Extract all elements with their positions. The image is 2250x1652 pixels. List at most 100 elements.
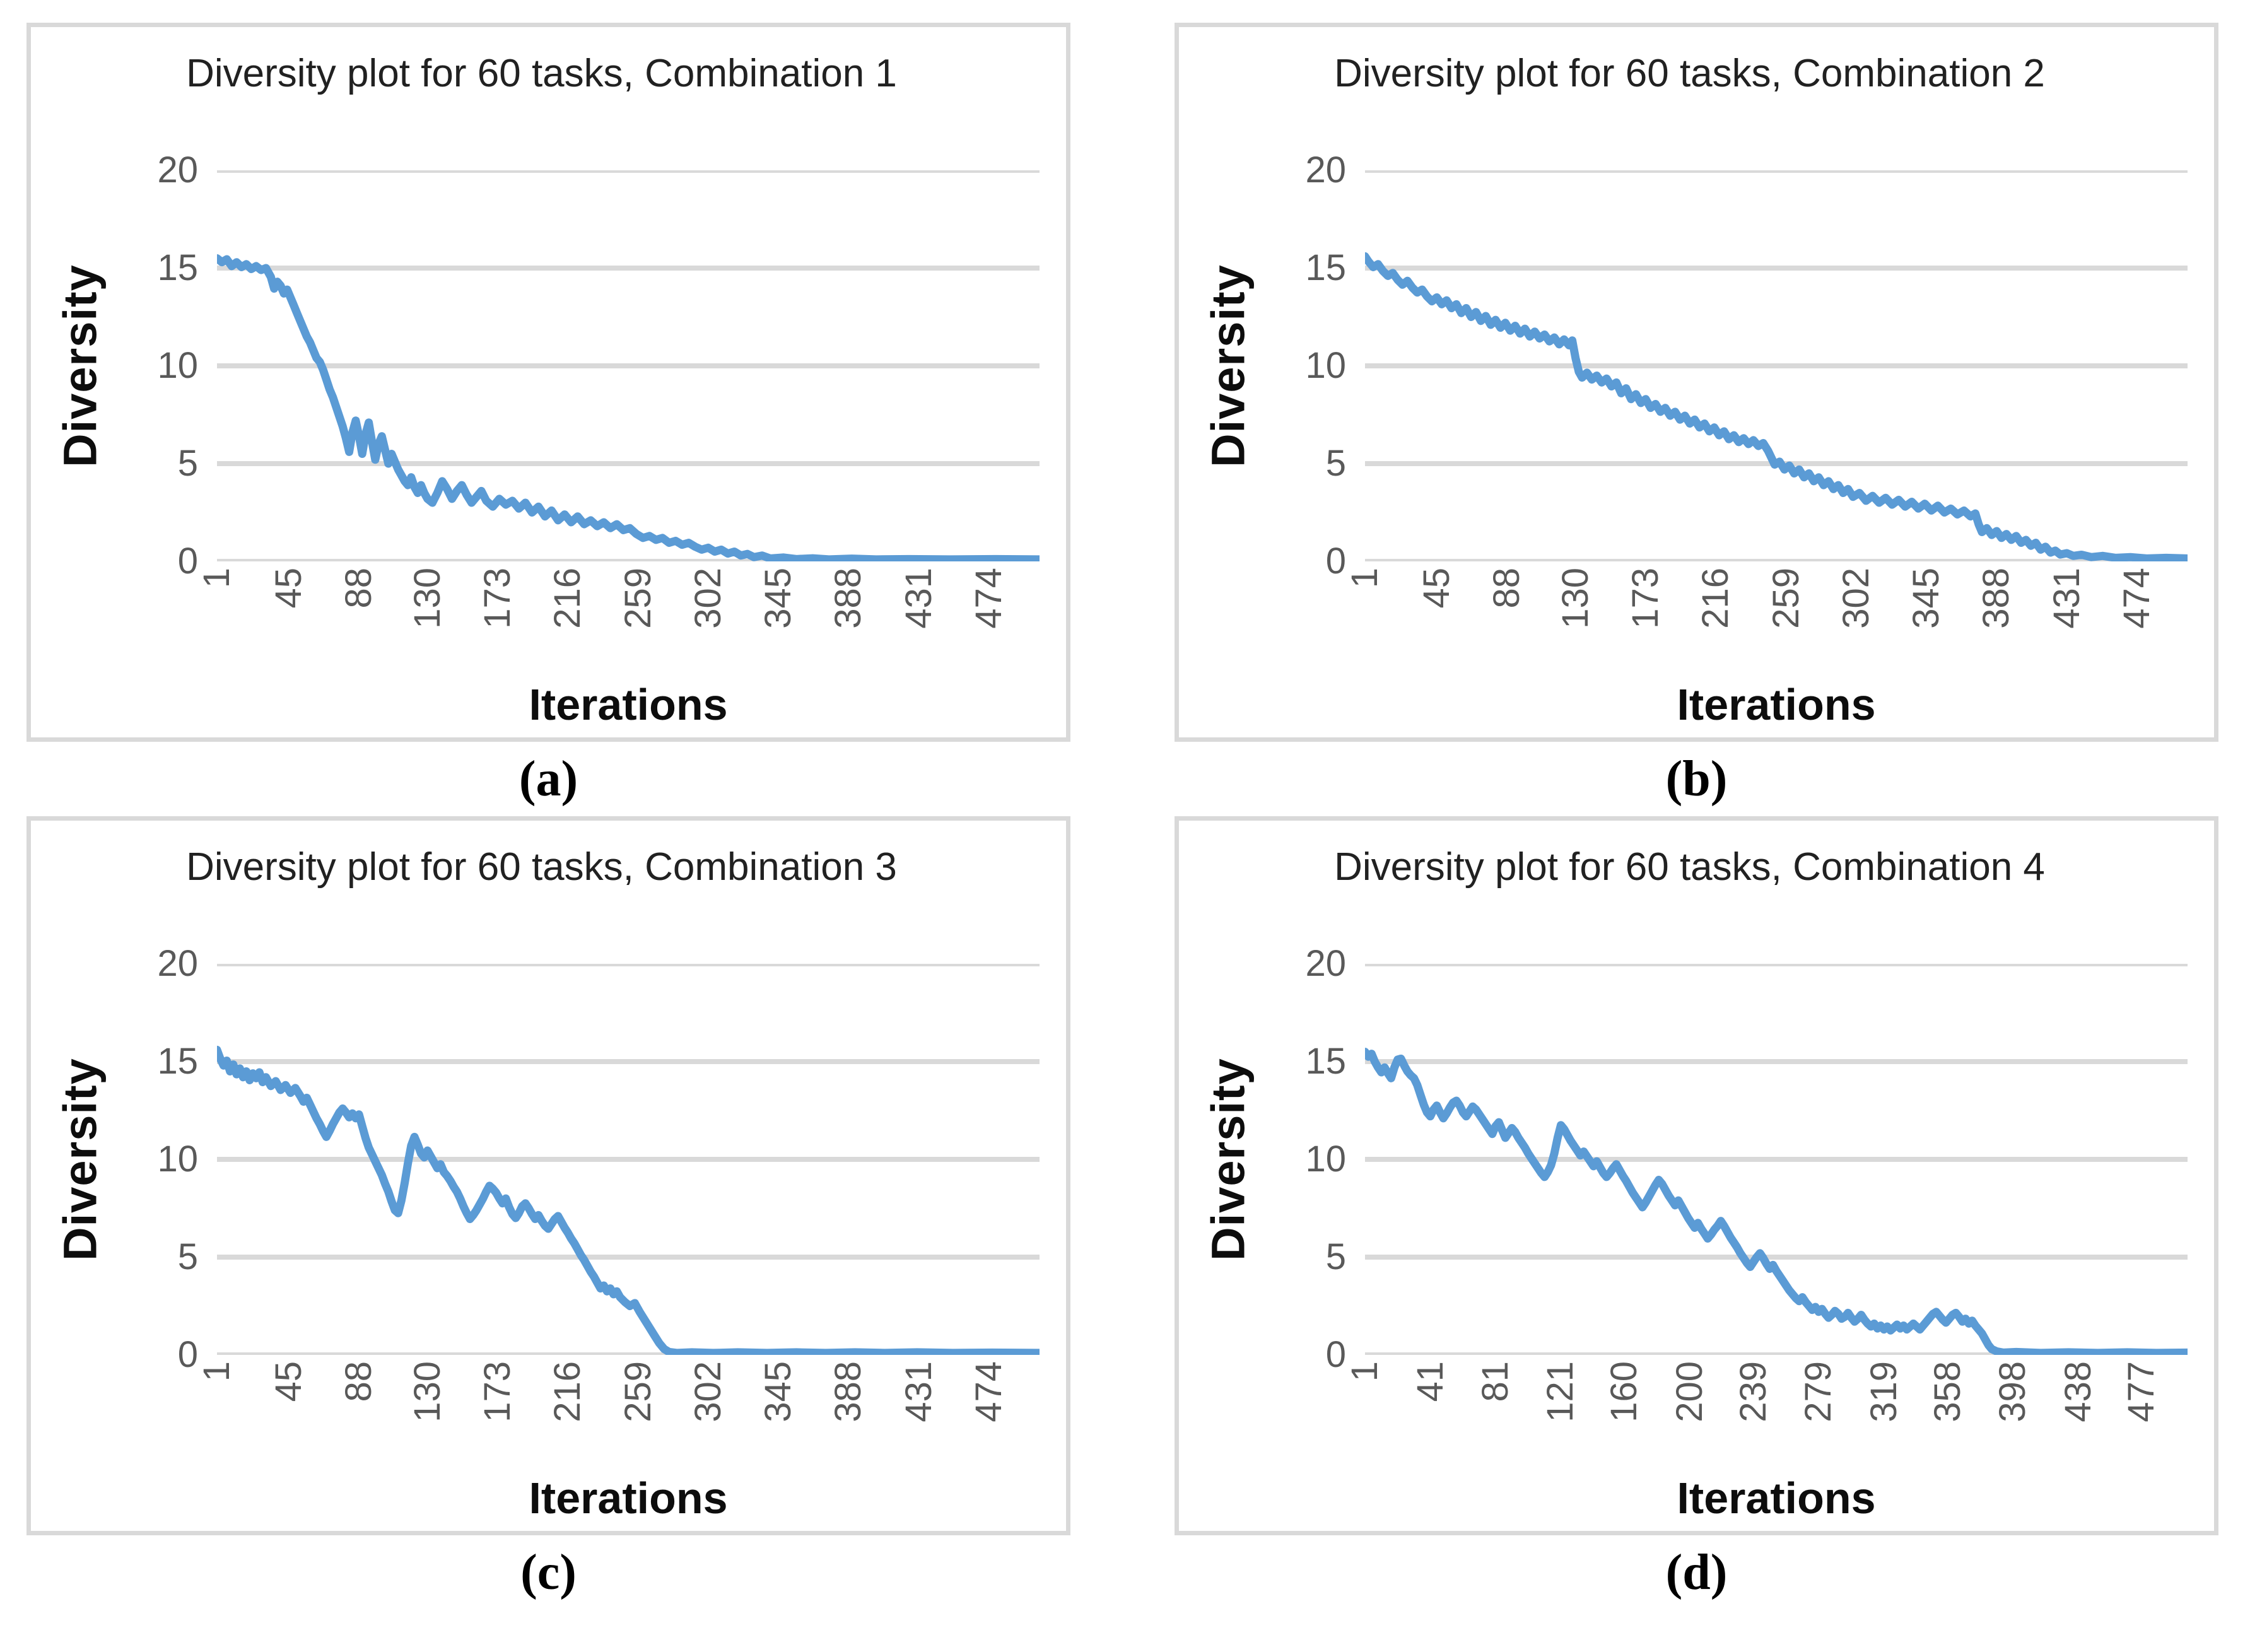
- y-axis-title: Diversity: [1192, 170, 1264, 561]
- diversity-line: [217, 259, 1040, 559]
- x-axis-title: Iterations: [1677, 1473, 1876, 1523]
- x-tick-label: 302: [687, 568, 729, 630]
- x-tick-label: 200: [1668, 1361, 1710, 1423]
- subfigure-label-a: (a): [519, 751, 578, 807]
- subfigure-label-d: (d): [1665, 1544, 1728, 1600]
- chart-body: Diversity 20 15 10 5 0 1 45 88 130 173 216 259 302 3…: [44, 152, 1040, 730]
- x-tick-label: 81: [1474, 1361, 1516, 1402]
- y-axis-title: Diversity: [1192, 964, 1264, 1355]
- x-tick-label: 345: [757, 1361, 799, 1423]
- x-tick-label: 477: [2121, 1361, 2162, 1423]
- y-tick-label: 5: [177, 443, 198, 484]
- x-tick-label: 45: [267, 568, 309, 609]
- chart-body: Diversity 20 15 10 5 0 1 45 88 130 173 216 259 302 3…: [44, 946, 1040, 1523]
- x-axis-ticks: 1 41 81 121 160 200 239 279 319 358 398 438 477: [1344, 1361, 2188, 1476]
- x-tick-label: 88: [1486, 568, 1528, 609]
- y-axis-title-text: Diversity: [1202, 1058, 1254, 1262]
- y-axis-ticks: 20 15 10 5 0: [1264, 152, 1365, 580]
- x-tick-label: 388: [1976, 568, 2017, 630]
- y-tick-label: 0: [1325, 1334, 1346, 1376]
- x-tick-label: 474: [968, 568, 1009, 630]
- x-tick-label: 259: [617, 568, 659, 630]
- y-tick-label: 10: [1305, 1139, 1346, 1180]
- y-axis-ticks: 20 15 10 5 0: [116, 152, 217, 580]
- chart-panel-c: Diversity plot for 60 tasks, Combination…: [26, 816, 1070, 1535]
- diversity-line: [1365, 257, 2188, 559]
- line-chart-plot: [1365, 170, 2188, 561]
- y-tick-label: 20: [157, 149, 198, 191]
- x-axis-ticks: 1 45 88 130 173 216 259 302 345 388 431 474: [196, 1361, 1040, 1476]
- x-tick-label: 431: [898, 568, 939, 630]
- x-tick-label: 279: [1798, 1361, 1839, 1423]
- y-tick-label: 0: [177, 1334, 198, 1376]
- x-axis-ticks: 1 45 88 130 173 216 259 302 345 388 431 474: [1344, 568, 2188, 682]
- plot-column: 1 45 88 130 173 216 259 302 345 388 431 474 Iterati…: [1344, 170, 2188, 730]
- x-tick-label: 41: [1409, 1361, 1451, 1402]
- chart-title: Diversity plot for 60 tasks, Combination…: [1334, 845, 2045, 889]
- x-tick-label: 345: [757, 568, 799, 630]
- x-tick-label: 216: [547, 568, 589, 630]
- plot-column: 1 41 81 121 160 200 239 279 319 358 398 438 477 Iter…: [1344, 964, 2188, 1523]
- chart-body: Diversity 20 15 10 5 0 1 45 88 130 173 216 259 302 3…: [1192, 152, 2188, 730]
- x-tick-label: 160: [1603, 1361, 1645, 1423]
- chart-body: Diversity 20 15 10 5 0 1 41 81 121 160 200 239 279 3…: [1192, 946, 2188, 1523]
- x-tick-label: 398: [1992, 1361, 2034, 1423]
- diversity-line: [217, 1050, 1040, 1353]
- x-tick-label: 1: [196, 1361, 237, 1382]
- line-chart-plot: [1365, 964, 2188, 1355]
- x-tick-label: 45: [1415, 568, 1457, 609]
- y-tick-label: 20: [1305, 149, 1346, 191]
- x-tick-label: 302: [687, 1361, 729, 1423]
- x-tick-label: 216: [1695, 568, 1737, 630]
- y-tick-label: 15: [157, 1041, 198, 1082]
- y-tick-label: 5: [177, 1236, 198, 1278]
- subfigure-label-b: (b): [1665, 751, 1728, 807]
- x-axis-title: Iterations: [1677, 680, 1876, 730]
- chart-panel-d: Diversity plot for 60 tasks, Combination…: [1175, 816, 2218, 1535]
- y-tick-label: 20: [157, 943, 198, 985]
- y-axis-ticks: 20 15 10 5 0: [116, 946, 217, 1373]
- x-tick-label: 130: [406, 568, 448, 630]
- y-axis-title: Diversity: [44, 170, 116, 561]
- x-tick-label: 88: [338, 1361, 380, 1402]
- x-tick-label: 239: [1732, 1361, 1774, 1423]
- x-tick-label: 173: [477, 1361, 519, 1423]
- y-tick-label: 10: [157, 1139, 198, 1180]
- x-tick-label: 88: [338, 568, 380, 609]
- x-tick-label: 438: [2057, 1361, 2099, 1423]
- x-tick-label: 121: [1540, 1361, 1581, 1423]
- x-tick-label: 319: [1863, 1361, 1904, 1423]
- y-tick-label: 10: [157, 345, 198, 387]
- x-tick-label: 1: [1344, 1361, 1385, 1382]
- x-tick-label: 474: [968, 1361, 1009, 1423]
- x-tick-label: 1: [196, 568, 237, 589]
- y-axis-title-text: Diversity: [54, 264, 106, 468]
- chart-panel-a: Diversity plot for 60 tasks, Combination…: [26, 23, 1070, 742]
- x-tick-label: 173: [477, 568, 519, 630]
- figure-grid: Diversity plot for 60 tasks, Combination…: [26, 23, 2218, 1600]
- x-tick-label: 1: [1344, 568, 1385, 589]
- x-tick-label: 431: [2046, 568, 2087, 630]
- chart-panel-b: Diversity plot for 60 tasks, Combination…: [1175, 23, 2218, 742]
- chart-title: Diversity plot for 60 tasks, Combination…: [1334, 52, 2045, 95]
- y-axis-title-text: Diversity: [54, 1058, 106, 1262]
- x-tick-label: 130: [1554, 568, 1596, 630]
- y-tick-label: 5: [1325, 1236, 1346, 1278]
- x-tick-label: 216: [547, 1361, 589, 1423]
- x-tick-label: 388: [828, 568, 869, 630]
- y-axis-title: Diversity: [44, 964, 116, 1355]
- plot-column: 1 45 88 130 173 216 259 302 345 388 431 474 Iterati…: [196, 964, 1040, 1523]
- y-tick-label: 15: [1305, 1041, 1346, 1082]
- chart-title: Diversity plot for 60 tasks, Combination…: [186, 845, 897, 889]
- y-tick-label: 15: [157, 247, 198, 289]
- y-axis-ticks: 20 15 10 5 0: [1264, 946, 1365, 1373]
- x-axis-title: Iterations: [529, 1473, 728, 1523]
- y-tick-label: 20: [1305, 943, 1346, 985]
- line-chart-plot: [217, 170, 1040, 561]
- x-axis-title: Iterations: [529, 680, 728, 730]
- y-tick-label: 15: [1305, 247, 1346, 289]
- x-tick-label: 173: [1625, 568, 1667, 630]
- x-tick-label: 45: [267, 1361, 309, 1402]
- x-axis-ticks: 1 45 88 130 173 216 259 302 345 388 431 474: [196, 568, 1040, 682]
- x-tick-label: 474: [2116, 568, 2157, 630]
